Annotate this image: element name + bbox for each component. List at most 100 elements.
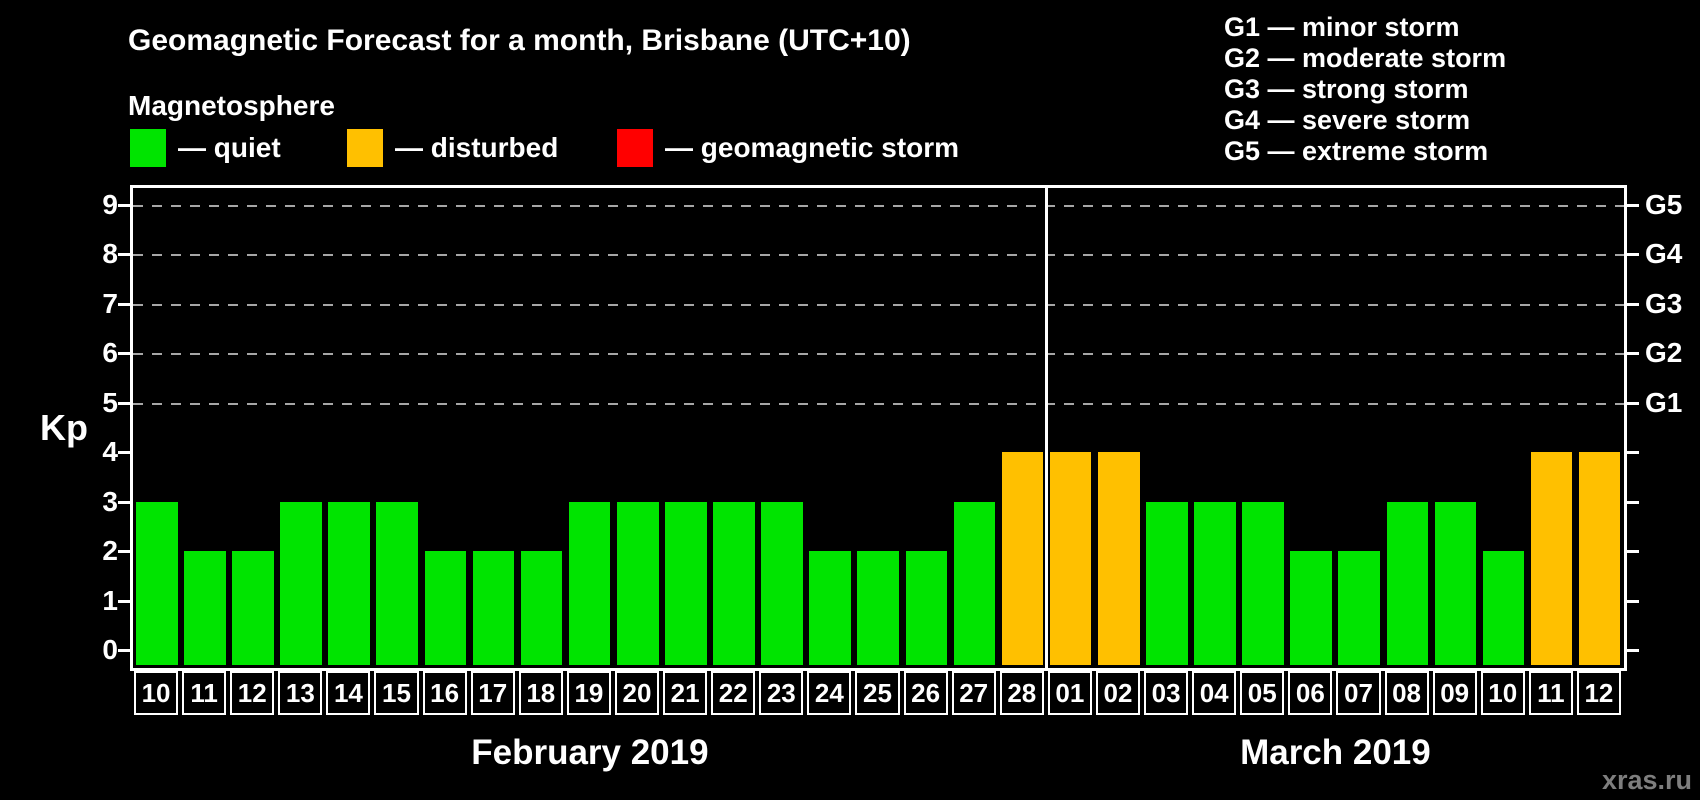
bar-day-26 — [905, 551, 948, 665]
legend-item-storm: — geomagnetic storm — [617, 128, 959, 168]
bar-day-04 — [1194, 501, 1236, 665]
y-tick-label: 8 — [102, 238, 118, 269]
y-tick-label: 7 — [102, 287, 118, 319]
y-tick-mark-right — [1627, 352, 1639, 355]
day-label-box: 21 — [663, 671, 708, 715]
day-label-box: 10 — [1480, 671, 1525, 715]
day-label-box: 23 — [759, 671, 804, 715]
bar-day-07 — [1338, 551, 1380, 665]
day-label-box: 12 — [230, 671, 275, 715]
day-label-box: 19 — [566, 671, 611, 715]
bar-day-01 — [1049, 452, 1092, 665]
plot-area — [130, 185, 1627, 671]
day-label-box: 05 — [1240, 671, 1285, 715]
legend-item-label: — disturbed — [395, 132, 559, 163]
day-label-box: 06 — [1288, 671, 1333, 715]
bar-day-19 — [568, 501, 611, 665]
y-tick-mark-right — [1627, 649, 1639, 652]
y-axis-title: Kp — [40, 407, 88, 448]
day-label-box: 09 — [1432, 671, 1477, 715]
gridline-kp8 — [133, 254, 1624, 256]
day-label-box: 02 — [1095, 671, 1141, 715]
y-tick-mark-left — [118, 302, 130, 306]
day-label-box: 07 — [1336, 671, 1381, 715]
day-label-box: 03 — [1144, 671, 1189, 715]
y-tick-mark-right — [1627, 550, 1639, 553]
day-label-box: 15 — [374, 671, 419, 715]
day-label-box: 14 — [326, 671, 371, 715]
day-label-box: 11 — [182, 671, 227, 715]
y-tick-mark-right — [1627, 599, 1639, 603]
day-label-box: 11 — [1528, 671, 1573, 715]
quiet-swatch-icon — [130, 129, 166, 167]
y-tick-mark-left — [118, 352, 130, 355]
gridline-kp9 — [133, 204, 1624, 207]
y-tick-label: 0 — [102, 634, 118, 665]
bar-day-28 — [1001, 452, 1044, 665]
day-label-box: 24 — [807, 671, 852, 715]
g-axis-label-g5: G5 — [1645, 188, 1683, 220]
legend-item-quiet: — quiet — [130, 128, 281, 168]
day-label-box: 22 — [711, 671, 756, 715]
gridline-kp5 — [133, 402, 1624, 405]
bar-day-18 — [520, 551, 563, 665]
month-label: March 2019 — [1240, 733, 1431, 772]
g-scale-legend-line: G1 — minor storm — [1224, 12, 1460, 42]
day-label-box: 17 — [470, 671, 515, 715]
day-label-box: 10 — [134, 671, 179, 715]
g-axis-label-g3: G3 — [1645, 287, 1683, 319]
legend-item-label: — geomagnetic storm — [665, 132, 960, 163]
bar-day-05 — [1242, 501, 1284, 665]
bar-day-02 — [1097, 452, 1140, 665]
y-tick-mark-left — [118, 500, 130, 504]
bar-day-22 — [713, 501, 755, 665]
y-tick-mark-left — [118, 599, 130, 603]
day-label-box: 13 — [278, 671, 323, 715]
bar-day-14 — [328, 501, 370, 665]
day-label-box: 12 — [1576, 671, 1621, 715]
day-label-box: 25 — [855, 671, 900, 715]
bar-day-15 — [376, 501, 419, 665]
day-label-box: 08 — [1384, 671, 1429, 715]
y-tick-mark-right — [1627, 203, 1639, 207]
bar-day-03 — [1146, 501, 1188, 665]
y-tick-mark-right — [1627, 451, 1639, 454]
y-tick-label: 6 — [102, 337, 118, 368]
day-label-box: 04 — [1192, 671, 1237, 715]
day-label-box: 27 — [951, 671, 996, 715]
bar-day-06 — [1290, 551, 1332, 665]
day-label-box: 28 — [999, 671, 1044, 715]
bar-day-12 — [232, 551, 274, 665]
legend-item-disturbed: — disturbed — [347, 128, 558, 168]
y-tick-mark-right — [1627, 302, 1639, 306]
g-scale-legend-line: G3 — strong storm — [1224, 74, 1469, 104]
y-tick-mark-left — [118, 649, 130, 652]
bar-day-13 — [280, 501, 322, 665]
day-label-box: 20 — [614, 671, 660, 715]
bar-day-17 — [472, 551, 515, 665]
y-tick-label: 2 — [102, 535, 118, 566]
gridline-kp6 — [133, 353, 1624, 355]
bar-day-09 — [1434, 501, 1477, 665]
bar-day-16 — [424, 551, 467, 665]
bar-day-25 — [857, 551, 900, 665]
g-scale-legend-line: G5 — extreme storm — [1224, 136, 1489, 166]
bar-day-23 — [761, 501, 803, 665]
bar-day-12 — [1578, 452, 1621, 665]
day-label-box: 18 — [518, 671, 563, 715]
bar-day-10 — [1482, 551, 1525, 665]
plot-inner — [133, 188, 1624, 668]
legend-item-label: — quiet — [178, 132, 281, 163]
g-axis-label-g1: G1 — [1645, 386, 1683, 418]
bar-day-11 — [184, 551, 226, 665]
bar-day-20 — [616, 501, 659, 665]
day-label-box: 26 — [903, 671, 948, 715]
y-tick-label: 4 — [102, 436, 118, 467]
y-tick-mark-right — [1627, 253, 1639, 256]
y-tick-label: 9 — [102, 188, 118, 220]
month-divider-line — [1045, 188, 1049, 668]
g-scale-legend-line: G4 — severe storm — [1224, 105, 1471, 135]
bar-day-27 — [953, 501, 996, 665]
y-tick-mark-left — [118, 253, 130, 256]
